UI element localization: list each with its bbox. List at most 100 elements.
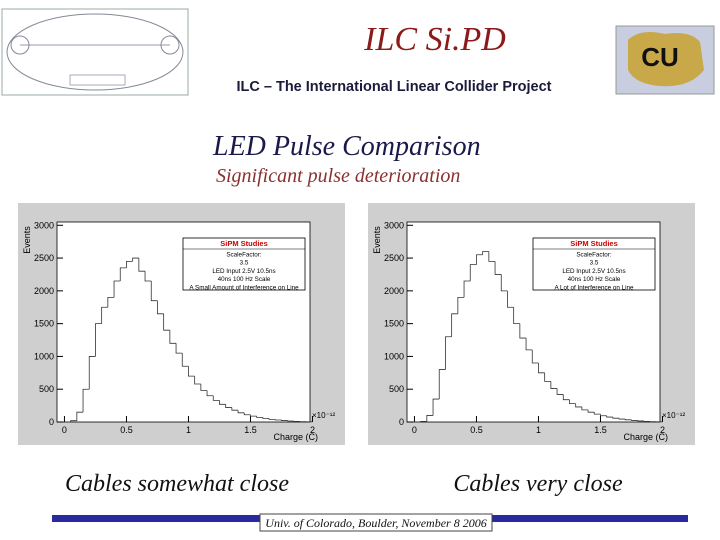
y-tick-label: 2500 (384, 253, 404, 263)
histogram-bin (268, 418, 276, 420)
histogram-bin (150, 281, 158, 302)
histogram-bin (181, 353, 189, 367)
histogram-bin (95, 323, 102, 357)
histogram-bin (200, 383, 208, 391)
histogram-bin (488, 251, 496, 262)
histogram-bin (212, 395, 220, 401)
histogram-bin (274, 419, 282, 421)
histogram-bin (519, 323, 527, 339)
histogram-bin (169, 330, 177, 344)
y-tick-label: 500 (389, 384, 404, 394)
histogram-bin (132, 257, 139, 262)
histogram-bin (188, 366, 195, 377)
histogram-bin (88, 356, 96, 390)
caption: Cables very close (453, 471, 623, 497)
heading: LED Pulse Comparison (212, 131, 481, 162)
x-multiplier: ×10⁻¹² (662, 411, 685, 420)
stats-line: 3.5 (590, 260, 599, 267)
histogram-bin (507, 290, 514, 308)
histogram-bin (513, 307, 520, 325)
histogram-bin (612, 417, 620, 419)
stats-box (182, 237, 306, 291)
stats-line: ScaleFactor: (226, 251, 262, 258)
histogram-bin (500, 274, 508, 292)
x-tick-label: 2 (310, 425, 315, 435)
histogram-bin (531, 349, 539, 364)
stats-line: SiPM Studies (570, 239, 618, 248)
histogram-bin (587, 409, 595, 413)
histogram-bin (569, 399, 576, 405)
histogram-bin (482, 251, 489, 255)
y-tick-label: 0 (399, 417, 404, 427)
histogram-bin (562, 394, 570, 401)
histogram-bin (600, 414, 607, 417)
histogram-bin (119, 267, 127, 282)
histogram-bin (175, 343, 183, 354)
histogram-bin (637, 420, 644, 422)
caption: Cables somewhat close (65, 471, 289, 497)
svg-text:CU: CU (641, 42, 679, 72)
histogram-bin (445, 336, 452, 370)
x-tick-label: 1 (536, 425, 541, 435)
histogram-bin (225, 404, 232, 408)
histogram-bin (138, 258, 146, 272)
y-tick-label: 0 (49, 417, 54, 427)
histogram-bin (231, 407, 239, 411)
x-tick-label: 0 (412, 425, 417, 435)
histogram-bin (525, 338, 533, 351)
histogram-bin (113, 280, 121, 298)
histogram-bin (256, 416, 263, 418)
y-tick-label: 1000 (384, 351, 404, 361)
histogram-bin (250, 414, 257, 417)
histogram-bin (262, 417, 270, 419)
histogram-bin (631, 419, 638, 421)
histogram-bin (157, 300, 164, 315)
subtitle: ILC – The International Linear Collider … (236, 79, 551, 95)
histogram-bin (593, 412, 601, 415)
y-axis-label: Events (22, 226, 32, 254)
y-tick-label: 1500 (34, 319, 54, 329)
histogram-bin (581, 406, 589, 411)
chart: 0 500 1000 1500 2000 2500 3000 0 0.5 1 1.5 2 Events C… (18, 203, 345, 445)
footer-box (259, 513, 493, 532)
chart: 0 500 1000 1500 2000 2500 3000 0 0.5 1 1.5 2 Events C… (368, 203, 695, 445)
histogram-bin (194, 376, 201, 385)
stats-line: ScaleFactor: (576, 251, 612, 258)
stats-line: LED Input 2.5V 10.5ns (212, 268, 275, 275)
histogram-bin (420, 420, 427, 422)
y-tick-label: 2000 (384, 286, 404, 296)
y-tick-label: 2000 (34, 286, 54, 296)
histogram-bin (107, 297, 115, 308)
x-tick-label: 2 (660, 425, 665, 435)
logo: CU (615, 25, 715, 95)
histogram-bin (618, 418, 626, 420)
footer: Univ. of Colorado, Boulder, November 8 2… (265, 516, 486, 530)
histogram-bin (451, 313, 458, 337)
x-tick-label: 1 (186, 425, 191, 435)
histogram-bin (206, 390, 214, 397)
histogram-bin (163, 313, 170, 331)
histogram-bin (144, 271, 152, 282)
histogram-bin (101, 306, 108, 324)
y-tick-label: 2500 (34, 253, 54, 263)
histogram-bin (426, 415, 434, 422)
x-axis-label: Charge (C) (273, 432, 318, 442)
histogram-bin (70, 420, 77, 422)
histogram-bin (476, 254, 483, 265)
y-axis-label: Events (372, 226, 382, 254)
stats-line: 3.5 (240, 260, 249, 267)
stats-box (532, 237, 656, 291)
histogram-bin (556, 388, 564, 395)
stats-line: SiPM Studies (220, 239, 268, 248)
histogram-bin (606, 415, 613, 418)
y-tick-label: 1000 (34, 351, 54, 361)
histogram-bin (624, 419, 632, 421)
y-tick-label: 3000 (34, 220, 54, 230)
histogram-bin (550, 381, 558, 389)
histogram-bin (219, 400, 226, 405)
stats-line: 40ns 100 Hz Scale (568, 276, 621, 283)
histogram-bin (237, 410, 245, 414)
stats-line: 40ns 100 Hz Scale (218, 276, 271, 283)
y-tick-label: 3000 (384, 220, 404, 230)
